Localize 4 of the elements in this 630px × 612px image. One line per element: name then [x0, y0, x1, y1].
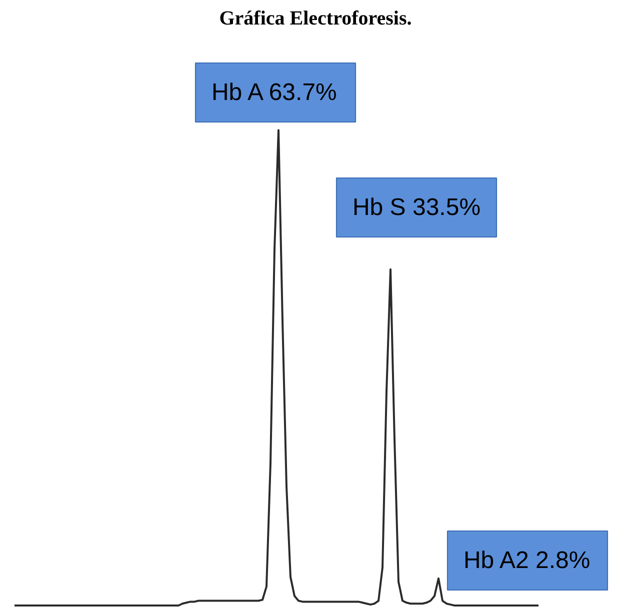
annotation: Hb A2 2.8% — [463, 547, 590, 574]
text: Hb A 63.7% — [211, 79, 337, 106]
chart-title: Gráfica Electroforesis. — [219, 8, 412, 30]
annotation: Hb S 33.5% — [352, 194, 481, 221]
